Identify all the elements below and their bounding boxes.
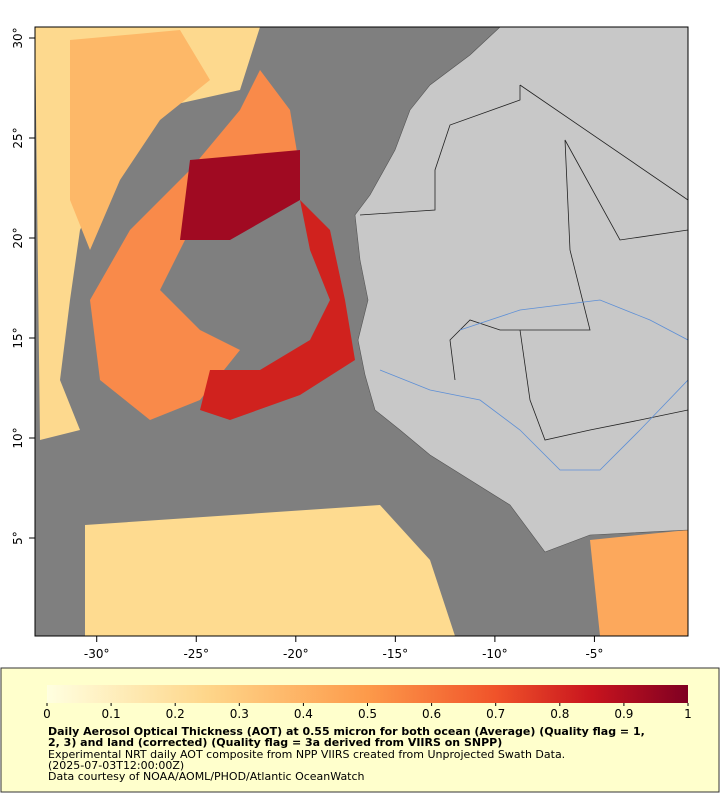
border	[359, 85, 521, 216]
y-tick-label: 20°	[11, 227, 25, 248]
y-tick-label: 5°	[11, 531, 25, 545]
caption-line: Experimental NRT daily AOT composite fro…	[48, 748, 565, 761]
aerosol-se	[590, 530, 688, 636]
aerosol-north	[70, 30, 210, 250]
caption-title: 2, 3) and land (corrected) (Quality flag…	[48, 736, 502, 749]
land	[354, 27, 688, 553]
aerosol-south	[85, 505, 455, 636]
x-tick-label: -5°	[585, 647, 603, 661]
y-tick-label: 10°	[11, 427, 25, 448]
x-tick-label: -20°	[283, 647, 309, 661]
caption-line: Data courtesy of NOAA/AOML/PHOD/Atlantic…	[48, 770, 365, 783]
x-tick-label: -25°	[183, 647, 209, 661]
colorbar-tick-label: 0	[43, 707, 51, 721]
caption-line: (2025-07-03T12:00:00Z)	[48, 759, 184, 772]
colorbar-tick-label: 0.3	[230, 707, 249, 721]
colorbar-tick-label: 0.1	[102, 707, 121, 721]
y-tick-label: 15°	[11, 327, 25, 348]
colorbar-tick-label: 0.7	[486, 707, 505, 721]
colorbar-tick-label: 0.4	[294, 707, 313, 721]
y-tick-label: 25°	[11, 127, 25, 148]
border	[449, 84, 688, 381]
colorbar-tick-label: 1	[684, 707, 692, 721]
y-tick-label: 30°	[11, 27, 25, 48]
colorbar-tick-label: 0.2	[166, 707, 185, 721]
colorbar-tick-label: 0.8	[550, 707, 569, 721]
border	[519, 329, 688, 441]
x-tick-label: -10°	[482, 647, 508, 661]
aerosol-core	[180, 150, 300, 240]
aerosol-arc	[200, 200, 355, 420]
colorbar	[47, 685, 688, 703]
river	[379, 369, 688, 471]
colorbar-tick-label: 0.6	[422, 707, 441, 721]
map-area	[35, 27, 688, 636]
caption-title: Daily Aerosol Optical Thickness (AOT) at…	[48, 725, 645, 738]
x-tick-label: -30°	[84, 647, 110, 661]
map-frame	[34, 26, 689, 637]
colorbar-tick-label: 0.5	[358, 707, 377, 721]
river	[459, 299, 688, 341]
colorbar-tick-label: 0.9	[614, 707, 633, 721]
x-tick-label: -15°	[383, 647, 409, 661]
